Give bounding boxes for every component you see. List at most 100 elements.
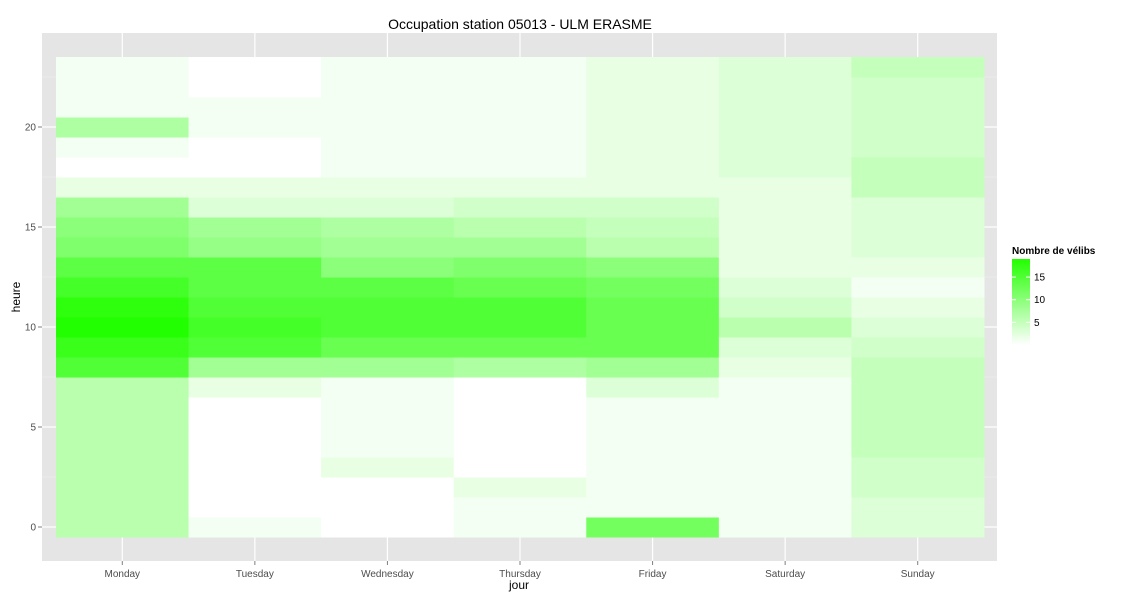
- heatmap-cell-wednesday-h15: [321, 217, 455, 238]
- heatmap-cell-friday-h20: [586, 117, 720, 138]
- heatmap-cell-tuesday-h12: [188, 277, 322, 298]
- y-tick-label: 10: [25, 323, 37, 334]
- heatmap-cell-thursday-h15: [453, 217, 587, 238]
- heatmap-cell-thursday-h17: [453, 177, 587, 198]
- heatmap-cell-sunday-h12: [851, 277, 985, 298]
- heatmap-cell-tuesday-h15: [188, 217, 322, 238]
- heatmap-cell-sunday-h20: [851, 117, 985, 138]
- heatmap-cell-sunday-h0: [851, 517, 985, 538]
- heatmap-cell-sunday-h7: [851, 377, 985, 398]
- heatmap-cell-friday-h16: [586, 197, 720, 218]
- heatmap-cell-wednesday-h6: [321, 397, 455, 418]
- heatmap-cell-monday-h20: [56, 117, 190, 138]
- heatmap-cell-thursday-h6: [453, 397, 587, 418]
- y-tick-label: 0: [30, 523, 36, 534]
- heatmap-cell-wednesday-h1: [321, 497, 455, 518]
- heatmap-cell-tuesday-h19: [188, 137, 322, 158]
- heatmap-cell-sunday-h2: [851, 477, 985, 498]
- heatmap-cell-thursday-h21: [453, 97, 587, 118]
- legend-tick-label: 15: [1034, 273, 1046, 284]
- heatmap-cell-sunday-h15: [851, 217, 985, 238]
- heatmap-cell-thursday-h9: [453, 337, 587, 358]
- heatmap-cell-tuesday-h5: [188, 417, 322, 438]
- legend-tick-label: 5: [1034, 318, 1040, 329]
- heatmap-cell-friday-h10: [586, 317, 720, 338]
- heatmap-cell-wednesday-h21: [321, 97, 455, 118]
- heatmap-cell-monday-h18: [56, 157, 190, 178]
- heatmap-cell-sunday-h10: [851, 317, 985, 338]
- heatmap-cell-wednesday-h17: [321, 177, 455, 198]
- heatmap-cell-saturday-h19: [718, 137, 852, 158]
- heatmap-cell-sunday-h5: [851, 417, 985, 438]
- heatmap-cell-saturday-h2: [718, 477, 852, 498]
- heatmap-cell-wednesday-h19: [321, 137, 455, 158]
- heatmap-cell-thursday-h4: [453, 437, 587, 458]
- heatmap-cell-saturday-h17: [718, 177, 852, 198]
- heatmap-cell-saturday-h20: [718, 117, 852, 138]
- heatmap-cell-friday-h21: [586, 97, 720, 118]
- heatmap-cell-sunday-h21: [851, 97, 985, 118]
- heatmap-cell-sunday-h18: [851, 157, 985, 178]
- heatmap-cell-monday-h2: [56, 477, 190, 498]
- heatmap-cell-thursday-h0: [453, 517, 587, 538]
- heatmap-cell-thursday-h20: [453, 117, 587, 138]
- heatmap-cell-sunday-h8: [851, 357, 985, 378]
- heatmap-cell-wednesday-h4: [321, 437, 455, 458]
- heatmap-cell-tuesday-h18: [188, 157, 322, 178]
- heatmap-cell-friday-h5: [586, 417, 720, 438]
- x-tick-label: Thursday: [499, 569, 541, 580]
- heatmap-cell-sunday-h1: [851, 497, 985, 518]
- heatmap-cell-thursday-h8: [453, 357, 587, 378]
- heatmap-cell-wednesday-h5: [321, 417, 455, 438]
- heatmap-cell-tuesday-h14: [188, 237, 322, 258]
- heatmap-cell-wednesday-h8: [321, 357, 455, 378]
- heatmap-cell-sunday-h14: [851, 237, 985, 258]
- heatmap-cell-wednesday-h9: [321, 337, 455, 358]
- chart-title: Occupation station 05013 - ULM ERASME: [388, 16, 652, 32]
- heatmap-cell-thursday-h13: [453, 257, 587, 278]
- heatmap-cell-monday-h8: [56, 357, 190, 378]
- legend-colorbar: [1012, 259, 1030, 345]
- heatmap-cell-thursday-h2: [453, 477, 587, 498]
- heatmap-cell-friday-h2: [586, 477, 720, 498]
- heatmap-cell-monday-h13: [56, 257, 190, 278]
- heatmap-cell-saturday-h23: [718, 57, 852, 78]
- heatmap-cell-monday-h22: [56, 77, 190, 98]
- heatmap-cell-tuesday-h20: [188, 117, 322, 138]
- heatmap-cell-monday-h11: [56, 297, 190, 318]
- heatmap-cell-sunday-h16: [851, 197, 985, 218]
- heatmap-cell-saturday-h16: [718, 197, 852, 218]
- heatmap-cell-friday-h22: [586, 77, 720, 98]
- heatmap-cell-thursday-h19: [453, 137, 587, 158]
- heatmap-cell-tuesday-h10: [188, 317, 322, 338]
- heatmap-cell-thursday-h18: [453, 157, 587, 178]
- heatmap-cell-monday-h0: [56, 517, 190, 538]
- heatmap-cell-sunday-h13: [851, 257, 985, 278]
- x-axis-title: jour: [508, 578, 529, 592]
- heatmap-cell-thursday-h10: [453, 317, 587, 338]
- heatmap-cell-monday-h4: [56, 437, 190, 458]
- heatmap-cell-friday-h12: [586, 277, 720, 298]
- x-tick-label: Friday: [639, 569, 667, 580]
- heatmap-cell-saturday-h22: [718, 77, 852, 98]
- heatmap-cell-friday-h15: [586, 217, 720, 238]
- heatmap-cell-tuesday-h6: [188, 397, 322, 418]
- heatmap-cell-thursday-h23: [453, 57, 587, 78]
- heatmap-cell-wednesday-h12: [321, 277, 455, 298]
- heatmap-cell-wednesday-h11: [321, 297, 455, 318]
- heatmap-cell-tuesday-h23: [188, 57, 322, 78]
- legend-title: Nombre de vélibs: [1012, 246, 1096, 257]
- heatmap-cell-saturday-h6: [718, 397, 852, 418]
- heatmap-cell-thursday-h14: [453, 237, 587, 258]
- heatmap-cell-thursday-h5: [453, 417, 587, 438]
- heatmap-cell-saturday-h13: [718, 257, 852, 278]
- heatmap-cell-thursday-h11: [453, 297, 587, 318]
- heatmap-cell-wednesday-h14: [321, 237, 455, 258]
- heatmap-cell-sunday-h3: [851, 457, 985, 478]
- heatmap-cell-sunday-h22: [851, 77, 985, 98]
- heatmap-cell-wednesday-h22: [321, 77, 455, 98]
- heatmap-cell-tuesday-h1: [188, 497, 322, 518]
- heatmap-tiles: [56, 57, 985, 538]
- heatmap-cell-friday-h4: [586, 437, 720, 458]
